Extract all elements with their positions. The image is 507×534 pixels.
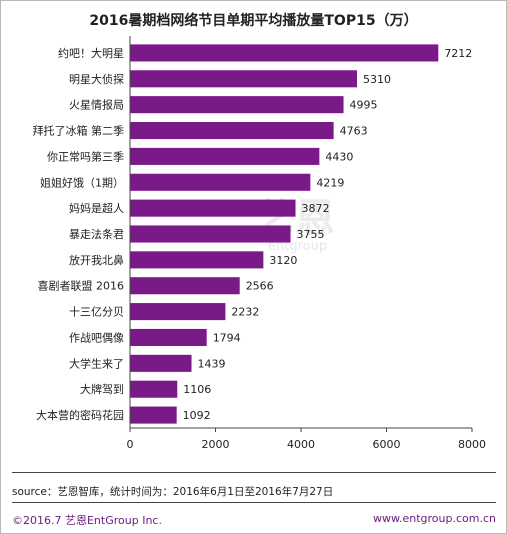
divider-top [12, 472, 496, 473]
category-label: 放开我北鼻 [69, 253, 124, 267]
bar [130, 44, 439, 62]
source-note: source：艺恩智库，统计时间为：2016年6月1日至2016年7月27日 [12, 486, 334, 498]
category-label: 十三亿分贝 [69, 305, 124, 319]
category-label: 作战吧偶像 [69, 331, 124, 344]
bar [130, 303, 226, 321]
category-label: 约吧！大明星 [58, 46, 124, 60]
footer-copyright: ©2016.7 艺恩EntGroup Inc. [12, 514, 162, 527]
value-label: 1092 [183, 409, 211, 422]
footer-website[interactable]: www.entgroup.com.cn [373, 512, 496, 525]
value-label: 4430 [325, 150, 353, 163]
bar [130, 70, 358, 88]
value-label: 3120 [269, 254, 297, 267]
x-tick-label: 4000 [287, 438, 315, 451]
category-label: 你正常吗第三季 [47, 149, 124, 163]
category-label: 喜剧者联盟 2016 [38, 280, 125, 293]
bar [130, 354, 192, 372]
bar [130, 96, 344, 114]
category-label: 大学生来了 [69, 356, 124, 370]
value-label: 3872 [302, 202, 330, 215]
watermark-sub: entgroup [268, 239, 327, 254]
bar [130, 199, 296, 217]
bar [130, 147, 320, 165]
x-tick-label: 6000 [373, 438, 401, 451]
bar [130, 380, 178, 398]
x-tick-label: 8000 [458, 438, 486, 451]
value-label: 1106 [183, 383, 211, 396]
divider-bottom [12, 502, 496, 503]
bar [130, 121, 334, 140]
bar [130, 225, 291, 243]
value-label: 1439 [198, 357, 226, 370]
value-label: 4763 [340, 125, 368, 138]
footer: ©2016.7 艺恩EntGroup Inc. www.entgroup.com… [12, 512, 496, 528]
category-label: 火星情报局 [69, 98, 124, 112]
bar [130, 277, 240, 295]
value-label: 1794 [213, 331, 241, 344]
category-label: 妈妈是超人 [69, 201, 124, 215]
category-label: 大牌驾到 [80, 382, 124, 396]
x-tick-label: 2000 [202, 438, 230, 451]
x-axis: 0 2000 4000 6000 8000 [127, 36, 486, 451]
bars-group [130, 44, 439, 424]
category-label: 大本营的密码花园 [36, 408, 124, 422]
category-label: 明星大侦探 [69, 72, 124, 86]
value-label: 2232 [231, 306, 259, 319]
chart-title: 2016暑期档网络节目单期平均播放量TOP15（万） [89, 13, 418, 29]
bar [130, 251, 264, 269]
value-label: 4995 [350, 99, 378, 112]
bar [130, 173, 311, 191]
category-label: 暴走法条君 [69, 227, 124, 241]
value-label: 4219 [316, 176, 344, 189]
bar [130, 406, 177, 424]
category-label: 拜托了冰箱 第二季 [33, 124, 125, 138]
value-label: 3755 [297, 228, 325, 241]
value-label: 7212 [444, 47, 472, 60]
value-label: 5310 [363, 73, 391, 86]
bar [130, 328, 207, 347]
category-label: 姐姐好饿（1期） [40, 175, 124, 189]
x-tick-label: 0 [127, 438, 134, 451]
value-label: 2566 [246, 280, 274, 293]
